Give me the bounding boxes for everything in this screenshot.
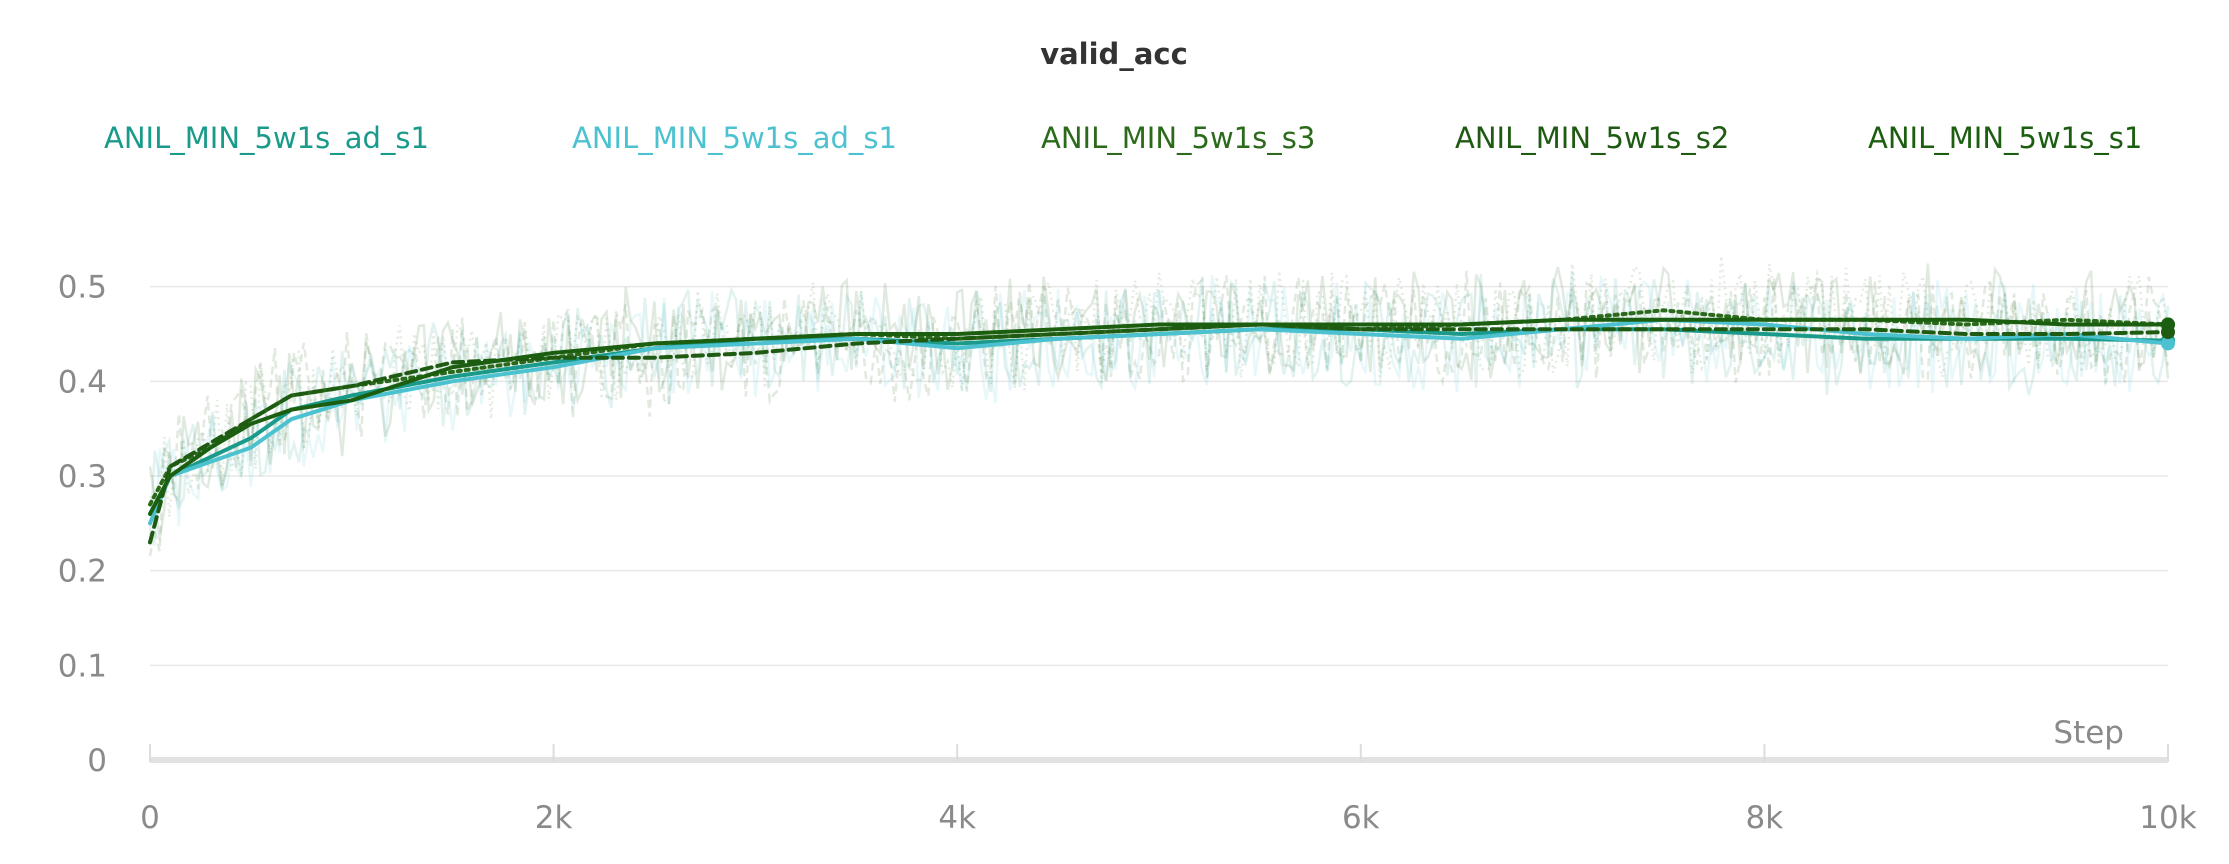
- x-tick-label: 4k: [938, 800, 976, 836]
- x-tick-label: 0: [140, 800, 160, 836]
- series-line[interactable]: [148, 317, 2170, 516]
- series-end-point[interactable]: [2161, 317, 2175, 332]
- x-tick-label: 10k: [2139, 800, 2196, 836]
- y-tick-label: 0.4: [58, 364, 107, 400]
- legend-entry[interactable]: ANIL_MIN_5w1s_s1: [1868, 121, 2142, 155]
- chart-title: valid_acc: [1040, 37, 1188, 71]
- y-tick-label: 0.3: [58, 459, 107, 495]
- series-lines: [148, 308, 2175, 545]
- raw-series-noise: [149, 274, 2170, 547]
- grid-lines: [150, 285, 2168, 667]
- y-tick-label: 0: [87, 743, 107, 779]
- raw-noise-band: [148, 255, 2170, 557]
- legend-entry[interactable]: ANIL_MIN_5w1s_s2: [1455, 121, 1729, 155]
- x-tick-label: 8k: [1746, 800, 1784, 836]
- legend-entry[interactable]: ANIL_MIN_5w1s_s3: [1041, 121, 1315, 155]
- x-axis-ticks: 0 2k 4k 6k 8k 10k: [140, 744, 2197, 836]
- series-end-point[interactable]: [2161, 336, 2175, 351]
- y-tick-label: 0.2: [58, 554, 107, 590]
- raw-series-noise: [149, 255, 2170, 518]
- y-tick-label: 0.5: [58, 270, 107, 306]
- series-line[interactable]: [148, 322, 2170, 545]
- raw-series-noise: [148, 263, 2170, 541]
- raw-series-noise: [148, 271, 2170, 536]
- series-line[interactable]: [148, 327, 2170, 516]
- legend-entry[interactable]: ANIL_MIN_5w1s_ad_s1: [572, 121, 897, 155]
- y-axis-ticks: 0 0.1 0.2 0.3 0.4 0.5: [58, 270, 107, 779]
- legend-entry[interactable]: ANIL_MIN_5w1s_ad_s1: [104, 121, 429, 155]
- raw-series-noise: [148, 270, 2170, 557]
- x-axis-label: Step: [2053, 715, 2124, 751]
- x-tick-label: 6k: [1342, 800, 1380, 836]
- legend: ANIL_MIN_5w1s_ad_s1 ANIL_MIN_5w1s_ad_s1 AN…: [104, 121, 2142, 155]
- x-tick-label: 2k: [535, 800, 573, 836]
- series-line[interactable]: [148, 317, 2170, 526]
- y-tick-label: 0.1: [58, 648, 107, 684]
